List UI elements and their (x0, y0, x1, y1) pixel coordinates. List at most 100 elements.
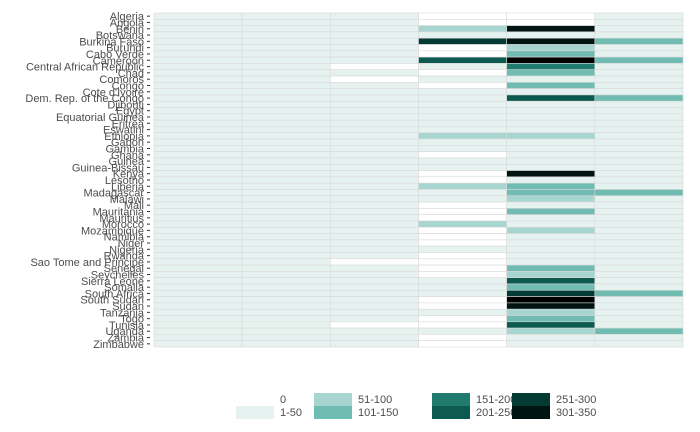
row-label: Eritrea (112, 118, 145, 130)
row-label: Cote d'Ivoire (83, 87, 144, 99)
heatmap-cell (241, 37, 331, 45)
row-label: South Sudan (80, 295, 144, 307)
row-label: South Africa (85, 288, 145, 300)
heatmap-cell (506, 19, 596, 26)
heatmap-cell (241, 208, 331, 215)
heatmap-cell (153, 107, 243, 115)
heatmap-cell (418, 252, 507, 260)
heatmap-cell (330, 340, 419, 348)
heatmap-cell (153, 88, 243, 96)
heatmap-cell (418, 145, 507, 152)
heatmap-cell (594, 308, 684, 316)
heatmap-cell (330, 31, 419, 39)
heatmap-cell (330, 258, 419, 266)
heatmap-cell (241, 126, 331, 134)
heatmap-cell (506, 44, 596, 52)
row-label: Burkina Faso (79, 36, 144, 48)
heatmap-cell (330, 245, 419, 253)
heatmap-cell (241, 88, 331, 96)
heatmap-cell (418, 296, 507, 304)
heatmap-cell (153, 226, 243, 234)
heatmap-cell (594, 296, 684, 304)
heatmap-cell (418, 340, 507, 348)
heatmap-cell (418, 157, 507, 165)
heatmap-cell (153, 239, 243, 247)
heatmap-cell (418, 226, 507, 234)
heatmap-cell (241, 107, 331, 115)
heatmap-cell (506, 189, 596, 197)
heatmap-cell (241, 252, 331, 260)
heatmap-cell (506, 37, 596, 45)
heatmap-cell (241, 283, 331, 291)
heatmap-cell (506, 69, 596, 77)
row-label: Seychelles (91, 270, 145, 282)
heatmap-cell (241, 334, 331, 341)
heatmap-cell (506, 63, 596, 71)
heatmap-cell (153, 25, 243, 33)
heatmap-cell (594, 252, 684, 260)
heatmap-cell (330, 334, 419, 341)
row-label: Malawi (110, 194, 144, 206)
heatmap-cell (153, 271, 243, 278)
heatmap-cell (506, 334, 596, 341)
heatmap-cell (241, 201, 331, 209)
heatmap-cell (330, 302, 419, 310)
heatmap-cell (506, 31, 596, 39)
heatmap-cell (241, 239, 331, 247)
heatmap-cell (418, 283, 507, 291)
heatmap-cell (330, 151, 419, 159)
heatmap-cell (506, 340, 596, 348)
heatmap-cell (506, 327, 596, 335)
heatmap-cell (153, 50, 243, 58)
heatmap-cell (418, 327, 507, 335)
heatmap-cell (506, 75, 596, 83)
heatmap-cell (506, 315, 596, 323)
heatmap-cell (153, 233, 243, 241)
heatmap-cell (241, 119, 331, 127)
row-label: Nigeria (109, 244, 145, 256)
row-label: Rwanda (104, 251, 145, 263)
heatmap-cell (418, 119, 507, 127)
heatmap-cell (153, 201, 243, 209)
heatmap-cell (594, 327, 684, 335)
row-label: Djibouti (107, 99, 144, 111)
row-label: Comoros (99, 74, 144, 86)
heatmap-cell (330, 214, 419, 222)
legend-label: 101-150 (358, 407, 398, 419)
heatmap-cell (153, 245, 243, 253)
row-label: Sao Tome and Principe (30, 257, 144, 269)
legend-swatch (512, 393, 550, 406)
heatmap-cell (330, 119, 419, 127)
heatmap-cell (153, 145, 243, 152)
row-label: Angola (110, 17, 145, 29)
heatmap-cell (153, 258, 243, 266)
heatmap-cell (506, 176, 596, 184)
row-label: Zimbabwe (93, 339, 144, 351)
heatmap-cell (418, 233, 507, 241)
heatmap-cell (418, 302, 507, 310)
heatmap-cell (153, 37, 243, 45)
legend-swatch (236, 393, 274, 406)
heatmap-cell (506, 239, 596, 247)
heatmap-cell (506, 132, 596, 140)
heatmap-cell (594, 201, 684, 209)
heatmap-cell (153, 327, 243, 335)
heatmap-cell (418, 138, 507, 146)
heatmap-cell (594, 208, 684, 215)
heatmap-cell (506, 82, 596, 89)
row-label: Gambia (105, 143, 144, 155)
heatmap-cell (330, 163, 419, 171)
heatmap-cell (506, 277, 596, 285)
heatmap-cell (594, 189, 684, 197)
heatmap-cell (153, 315, 243, 323)
heatmap-cell (153, 321, 243, 329)
heatmap-cell (506, 271, 596, 278)
row-label: Eswatini (103, 125, 144, 137)
row-label: Niger (118, 238, 145, 250)
row-label: Gabon (111, 137, 144, 149)
heatmap-cell (241, 25, 331, 33)
heatmap-cell (506, 119, 596, 127)
heatmap-cell (418, 75, 507, 83)
row-label: Ethiopia (104, 131, 145, 143)
heatmap-cell (330, 176, 419, 184)
